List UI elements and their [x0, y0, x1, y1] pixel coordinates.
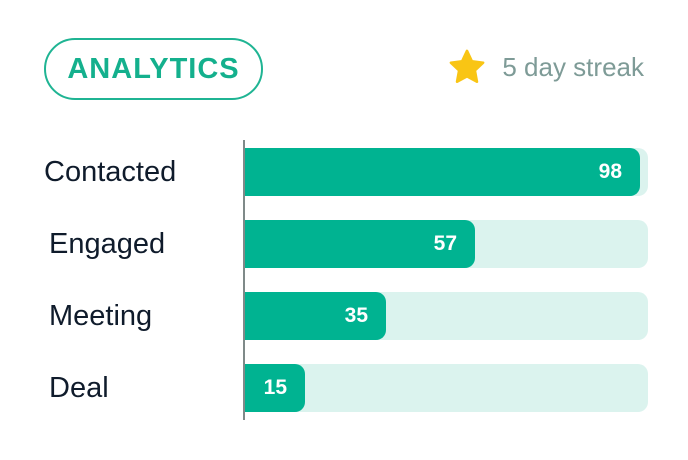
analytics-badge[interactable]: ANALYTICS	[44, 38, 263, 100]
streak-indicator: 5 day streak	[448, 44, 644, 90]
bar[interactable]: 35	[245, 292, 386, 340]
bar-track: 15	[245, 364, 648, 412]
chart-axis-line	[243, 140, 245, 420]
bar-row: Engaged 57	[0, 220, 688, 268]
streak-text: 5 day streak	[502, 51, 644, 82]
bar-category-label: Meeting	[49, 300, 153, 332]
bar-track: 98	[245, 148, 648, 196]
bar-value-label: 15	[263, 376, 287, 399]
bar[interactable]: 98	[245, 148, 640, 196]
bar-category-label: Contacted	[44, 156, 177, 188]
bar-row: Meeting 35	[0, 292, 688, 340]
bar-category-label: Engaged	[49, 228, 166, 260]
bar-track: 35	[245, 292, 648, 340]
bar[interactable]: 15	[245, 364, 305, 412]
bar-value-label: 98	[598, 160, 622, 183]
bar-row: Deal 15	[0, 364, 688, 412]
bar-track: 57	[245, 220, 648, 268]
analytics-badge-label: ANALYTICS	[67, 52, 240, 85]
bar-category-label: Deal	[49, 372, 109, 404]
bar-value-label: 35	[344, 304, 368, 327]
bar-row: Contacted 98	[0, 148, 688, 196]
star-icon	[449, 49, 485, 83]
bar-value-label: 57	[433, 232, 457, 255]
bar[interactable]: 57	[245, 220, 475, 268]
